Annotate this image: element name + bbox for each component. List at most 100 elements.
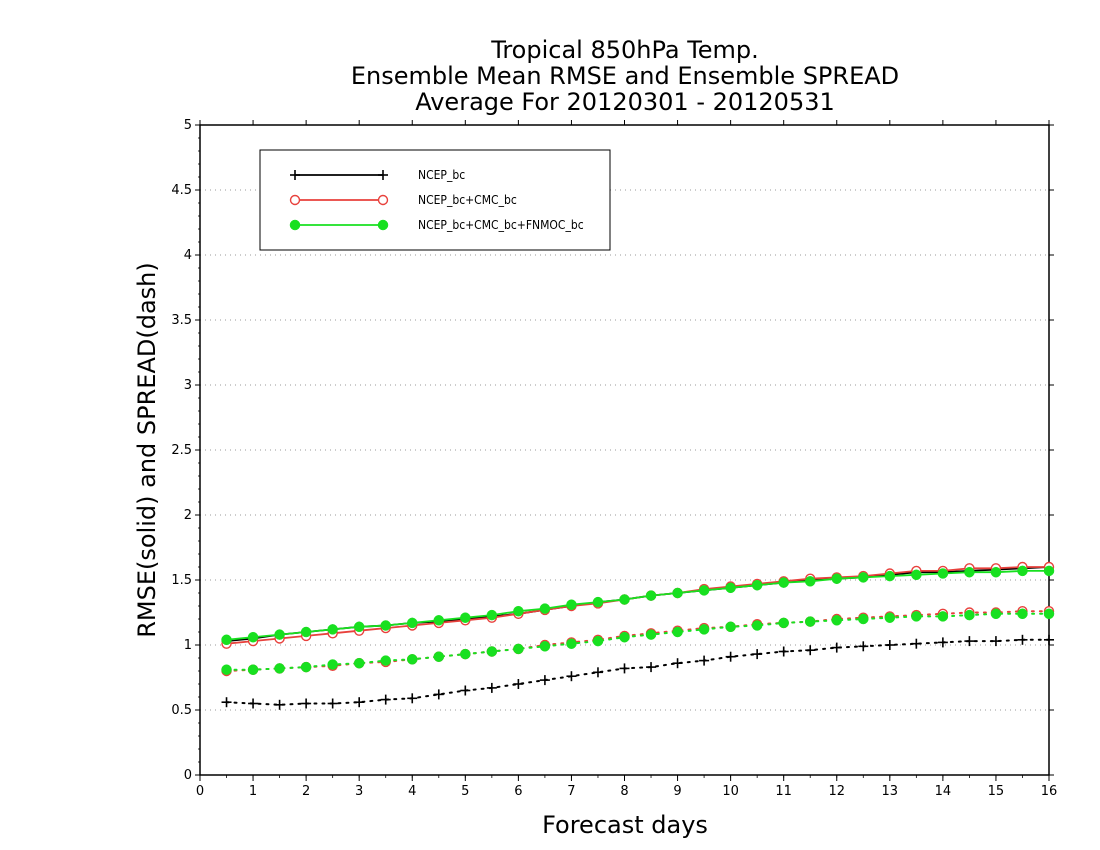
legend-entry-0: NCEP_bc (290, 168, 465, 182)
rmse-point (460, 612, 471, 623)
x-tick-label: 0 (196, 784, 204, 799)
spread-point (699, 655, 710, 666)
spread-point (274, 699, 285, 710)
spread-point (831, 642, 842, 653)
rmse-point (751, 579, 763, 591)
x-tick-label: 2 (302, 784, 310, 799)
x-tick-label: 6 (514, 784, 522, 799)
series-group (221, 561, 1055, 710)
legend-marker-end (377, 219, 389, 231)
rmse-line (226, 570, 1049, 641)
y-tick-label: 3 (184, 378, 192, 393)
rmse-point (566, 599, 577, 610)
spread-point (433, 651, 445, 662)
spread-point (513, 643, 524, 655)
spread-point (539, 641, 551, 652)
rmse-point (672, 587, 683, 599)
legend-marker-end (377, 194, 389, 206)
spread-point (805, 645, 816, 656)
chart-title-line-1: Tropical 850hPa Temp. (490, 36, 759, 64)
rmse-point (327, 624, 338, 635)
spread-point (858, 641, 869, 652)
spread-point (221, 664, 232, 675)
spread-point (725, 651, 736, 662)
spread-point (592, 635, 604, 647)
rmse-point (645, 590, 657, 601)
x-tick-label: 5 (461, 784, 469, 799)
spread-point (1017, 634, 1028, 645)
x-tick-label: 3 (355, 784, 363, 799)
rmse-point (221, 634, 232, 646)
spread-point (804, 616, 816, 627)
x-tick-label: 8 (620, 784, 628, 799)
spread-point (592, 667, 603, 678)
y-axis-label: RMSE(solid) and SPREAD(dash) (133, 262, 161, 638)
rmse-point (513, 605, 524, 617)
rmse-point (911, 569, 922, 581)
spread-point (619, 631, 630, 643)
y-tick-label: 2 (184, 508, 192, 523)
y-tick-label: 3.5 (171, 313, 192, 328)
x-tick-label: 7 (567, 784, 575, 799)
spread-point (300, 661, 312, 673)
series-1 (221, 561, 1055, 677)
spread-point (645, 629, 657, 640)
spread-point (1043, 608, 1055, 620)
chart-title-line-3: Average For 20120301 - 20120531 (415, 88, 835, 116)
spread-point (248, 698, 259, 709)
rmse-point (804, 576, 816, 587)
legend-marker-start (290, 170, 300, 180)
y-tick-label: 1.5 (171, 573, 192, 588)
spread-point (1044, 634, 1054, 645)
spread-point (778, 617, 789, 629)
rmse-point (592, 596, 604, 608)
spread-point (407, 654, 418, 665)
x-tick-label: 9 (673, 784, 681, 799)
rmse-point (725, 582, 736, 594)
rmse-point (831, 573, 842, 584)
spread-point (672, 658, 683, 669)
rmse-point (433, 615, 445, 626)
x-tick-label: 1 (249, 784, 257, 799)
rmse-point (300, 626, 312, 638)
x-tick-label: 10 (722, 784, 739, 799)
x-tick-label: 15 (988, 784, 1005, 799)
spread-point (407, 693, 418, 704)
rmse-point (964, 566, 975, 578)
spread-point (354, 697, 365, 708)
legend-marker-start (289, 219, 301, 231)
spread-point (566, 638, 577, 649)
spread-point (433, 689, 444, 700)
y-tick-label: 0.5 (171, 703, 192, 718)
spread-point (646, 662, 657, 673)
x-tick-label: 13 (882, 784, 899, 799)
spread-point (990, 636, 1001, 647)
spread-point (884, 612, 896, 623)
spread-point (460, 685, 471, 696)
x-tick-label: 12 (828, 784, 845, 799)
rmse-point (990, 566, 1002, 578)
rmse-point (539, 603, 551, 614)
legend-label: NCEP_bc+CMC_bc (418, 193, 517, 207)
spread-line (225, 610, 1050, 672)
spread-point (460, 648, 471, 660)
spread-point (221, 697, 232, 708)
axes: 00.511.522.533.544.550 1 2 3 4 5 6 7 8 9 10 11 12 13 1… (171, 118, 1057, 799)
spread-point (274, 663, 285, 674)
rmse-point (274, 629, 285, 640)
legend-marker-end (378, 170, 388, 180)
y-tick-label: 1 (184, 638, 192, 653)
x-tick-label: 4 (408, 784, 416, 799)
spread-point (937, 637, 948, 648)
spread-point (301, 698, 312, 709)
y-tick-label: 5 (184, 118, 192, 133)
spread-point (778, 646, 789, 657)
spread-point (247, 664, 259, 675)
spread-point (327, 698, 338, 709)
spread-point (751, 620, 763, 631)
spread-point (539, 675, 550, 686)
spread-point (1017, 608, 1028, 620)
series-0 (221, 562, 1054, 710)
legend-label: NCEP_bc (418, 168, 465, 182)
spread-point (619, 663, 630, 674)
